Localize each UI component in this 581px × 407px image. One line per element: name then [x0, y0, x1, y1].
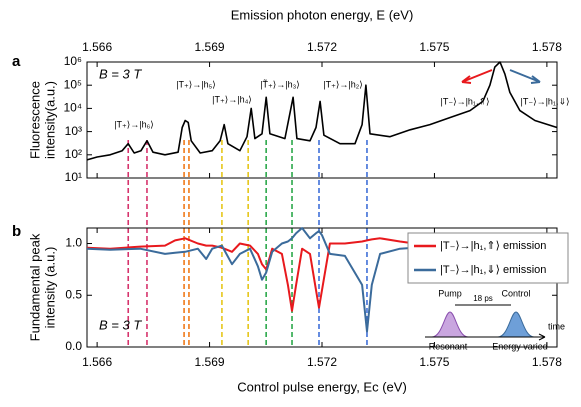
- annotation: |T₊⟩→|h₄⟩: [212, 94, 252, 104]
- y-tick-label: 10¹: [65, 170, 82, 184]
- legend-label: |T₋⟩→|h₁,⇑⟩ emission: [440, 240, 546, 252]
- field-label: B = 3 T: [99, 66, 142, 81]
- field-label: B = 3 T: [99, 317, 142, 332]
- inset-label: Energy varied: [492, 341, 548, 351]
- x-tick-label: 1.578: [532, 355, 562, 369]
- inset-label: 18 ps: [473, 294, 493, 303]
- y-axis-label: Fluorescence: [27, 81, 42, 159]
- panel-label: b: [12, 223, 21, 240]
- x-tick-label: 1.569: [195, 40, 225, 54]
- annotation: |T̃₊⟩→|h₃⟩: [260, 79, 300, 89]
- time-axis: [425, 333, 546, 341]
- y-axis-label: intensity(a.u.): [42, 81, 57, 159]
- inset-label: Control: [501, 288, 530, 298]
- x-tick-label: 1.578: [532, 40, 562, 54]
- y-tick-label: 10⁴: [63, 101, 82, 115]
- annotation: |T₋⟩→|h₁,⇑⟩: [440, 96, 489, 106]
- x-tick-label: 1.572: [307, 40, 337, 54]
- y-axis-label: Fundamental peak: [27, 233, 42, 341]
- annotation: |T₊⟩→|h₂⟩: [323, 79, 362, 89]
- y-axis-label: intensity (a.u.): [42, 247, 57, 329]
- inset-label: time: [548, 321, 565, 331]
- x-tick-label: 1.566: [82, 355, 112, 369]
- arrow: [509, 69, 541, 84]
- annotation: |T₋⟩→|h₁,⇓⟩: [520, 96, 569, 106]
- x-tick-label: 1.569: [195, 355, 225, 369]
- y-tick-label: 0.5: [65, 287, 82, 301]
- arrow: [461, 69, 493, 84]
- legend-box: [407, 232, 569, 284]
- legend-label: |T₋⟩→|h₁,⇓⟩ emission: [440, 264, 546, 276]
- pump-pulse: [431, 311, 469, 338]
- x-tick-label: 1.566: [82, 40, 112, 54]
- x-axis-label: Control pulse energy, Eᴄ (eV): [237, 379, 407, 394]
- y-tick-label: 10³: [65, 124, 82, 138]
- y-tick-label: 0.0: [65, 339, 82, 353]
- annotation: |T₊⟩→|h₅⟩: [176, 79, 216, 89]
- control-pulse: [497, 311, 535, 338]
- x-tick-label: 1.572: [307, 355, 337, 369]
- y-tick-label: 10⁵: [64, 77, 82, 91]
- x-axis-label: Emission photon energy, E (eV): [231, 7, 414, 22]
- y-tick-label: 10²: [65, 147, 82, 161]
- annotation: |T₊⟩→|h₆⟩: [114, 119, 154, 129]
- x-tick-label: 1.575: [419, 40, 449, 54]
- y-tick-label: 10⁶: [64, 54, 82, 68]
- y-tick-label: 1.0: [65, 236, 82, 250]
- x-tick-label: 1.575: [419, 355, 449, 369]
- data-line: [86, 61, 558, 161]
- data-line: [86, 237, 557, 312]
- panel-label: a: [12, 53, 21, 70]
- inset-label: Pump: [438, 288, 462, 298]
- inset-label: Resonant: [429, 341, 468, 351]
- data-line: [86, 227, 558, 333]
